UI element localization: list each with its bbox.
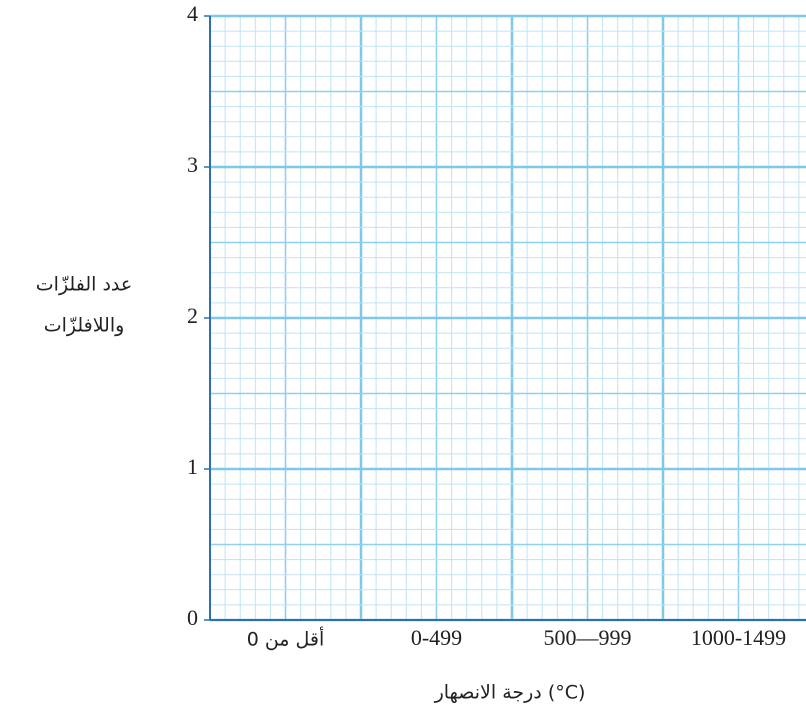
x-axis-label: درجة الانصهار (°C) bbox=[434, 682, 586, 704]
y-tick-label: 1 bbox=[187, 454, 198, 479]
y-tick-label: 4 bbox=[187, 1, 198, 26]
y-tick-label: 0 bbox=[187, 605, 198, 630]
x-tick-label: 1000-1499 bbox=[691, 625, 786, 650]
y-tick-label: 3 bbox=[187, 152, 198, 177]
y-axis-label: واللافلزّات bbox=[44, 315, 125, 337]
x-tick-label: أقل من 0 bbox=[247, 627, 325, 651]
x-tick-label: 500—999 bbox=[544, 625, 632, 650]
y-tick-label: 2 bbox=[187, 303, 198, 328]
y-axis-label: عدد الفلزّات bbox=[36, 274, 132, 296]
x-tick-label: 0-499 bbox=[411, 625, 462, 650]
